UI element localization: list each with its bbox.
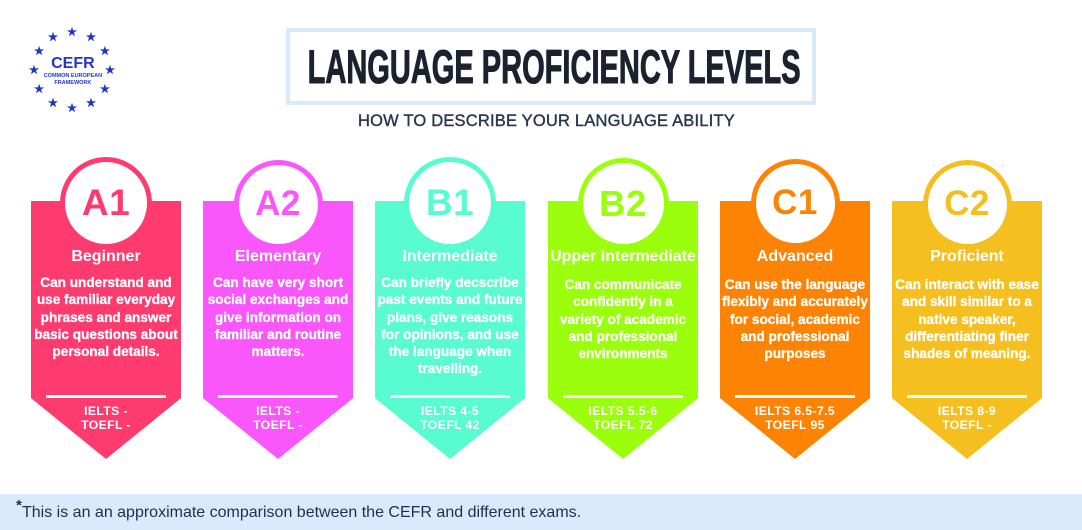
svg-text:FRAMEWORK: FRAMEWORK — [54, 80, 91, 86]
svg-text:COMMON EUROPEAN: COMMON EUROPEAN — [44, 73, 102, 79]
svg-text:CEFR: CEFR — [51, 55, 95, 72]
